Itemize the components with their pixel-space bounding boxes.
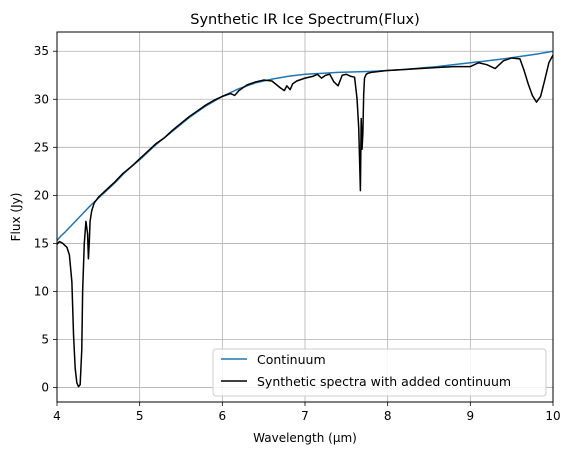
y-tick-label: 30	[34, 92, 49, 106]
x-tick-label: 10	[545, 409, 560, 423]
x-axis-label: Wavelength (µm)	[253, 431, 357, 445]
legend: Continuum Synthetic spectra with added c…	[212, 348, 547, 397]
grid	[56, 32, 554, 402]
x-tick-label: 8	[384, 409, 392, 423]
y-tick-label: 20	[34, 188, 49, 202]
x-tick-label: 5	[136, 409, 144, 423]
y-tick-label: 0	[41, 381, 49, 395]
legend-label-synthetic: Synthetic spectra with added continuum	[257, 374, 511, 389]
y-tick-label: 25	[34, 140, 49, 154]
y-tick-label: 5	[41, 333, 49, 347]
x-tick-label: 9	[467, 409, 475, 423]
series-layer	[56, 50, 554, 388]
ticks: 4 5 6 7 8 9 10 0 5 10 15 20 25 30 35	[34, 44, 561, 423]
x-tick-label: 6	[219, 409, 227, 423]
chart-title: Synthetic IR Ice Spectrum(Flux)	[190, 12, 420, 28]
series-line-synthetic	[56, 54, 554, 388]
legend-box	[212, 348, 547, 397]
y-tick-label: 15	[34, 236, 49, 250]
y-axis-label: Flux (Jy)	[9, 193, 23, 242]
legend-label-continuum: Continuum	[257, 352, 326, 367]
x-tick-label: 4	[53, 409, 61, 423]
x-tick-label: 7	[301, 409, 309, 423]
y-tick-label: 10	[34, 284, 49, 298]
y-tick-label: 35	[34, 44, 49, 58]
